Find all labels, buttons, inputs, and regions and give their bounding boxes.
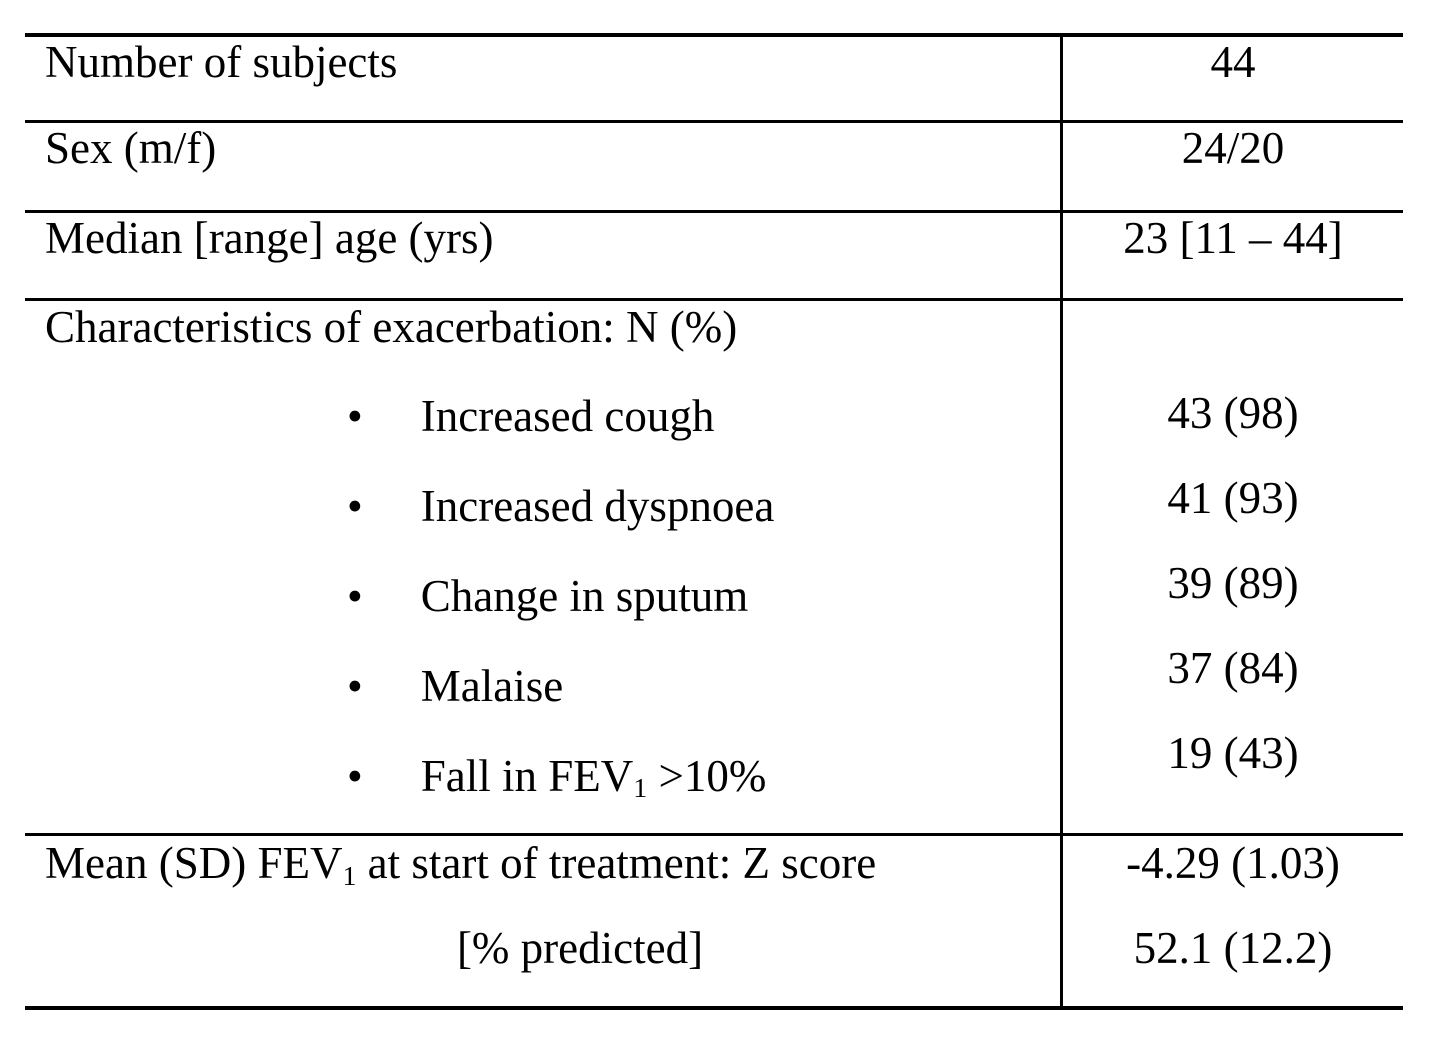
- fev-value-percent-predicted: 52.1 (12.2): [1133, 923, 1333, 973]
- bullet-icon: •: [347, 480, 363, 531]
- row-label: Sex (m/f): [45, 123, 217, 173]
- subject-characteristics-table: Number of subjects 44 Sex (m/f) 24/20 Me…: [25, 33, 1403, 1010]
- list-item-change-in-sputum: • Change in sputum: [25, 551, 1060, 641]
- fev1-subscript: 1: [633, 773, 648, 805]
- characteristics-cell: Characteristics of exacerbation: N (%) •…: [25, 301, 1060, 833]
- fev-label-cell: Mean (SD) FEV1 at start of treatment: Z …: [25, 836, 1060, 1006]
- bullet-icon: •: [347, 660, 363, 711]
- table-row-number-of-subjects: Number of subjects 44: [25, 37, 1403, 123]
- list-item-value: 19 (43): [1167, 728, 1299, 778]
- list-item-label: Fall in FEV1 >10%: [420, 750, 767, 805]
- list-item-value: 39 (89): [1167, 558, 1299, 608]
- characteristics-values-cell: 43 (98) 41 (93) 39 (89) 37 (84) 19 (43): [1060, 301, 1403, 833]
- row-value: 23 [11 – 44]: [1060, 213, 1403, 298]
- bullet-icon: •: [347, 750, 363, 801]
- list-item-value: 43 (98): [1167, 388, 1299, 438]
- fev-value-zscore: -4.29 (1.03): [1126, 838, 1340, 888]
- row-label: Median [range] age (yrs): [45, 213, 494, 263]
- list-item-label: Change in sputum: [420, 570, 749, 621]
- table-row-exacerbation-characteristics: Characteristics of exacerbation: N (%) •…: [25, 301, 1403, 836]
- list-item-increased-dyspnoea: • Increased dyspnoea: [25, 461, 1060, 551]
- list-item-increased-cough: • Increased cough: [25, 371, 1060, 461]
- fev-label-line1: Mean (SD) FEV1 at start of treatment: Z …: [45, 838, 877, 892]
- bullet-icon: •: [347, 390, 363, 441]
- list-item-label: Malaise: [420, 660, 564, 711]
- list-item-label: Increased cough: [420, 390, 715, 441]
- fev-label-line2: [% predicted]: [456, 923, 704, 973]
- row-label: Number of subjects: [45, 37, 398, 87]
- fev1-subscript: 1: [342, 860, 357, 892]
- list-item-label: Increased dyspnoea: [420, 480, 775, 531]
- bullet-icon: •: [347, 570, 363, 621]
- values-spacer: [1063, 301, 1403, 371]
- list-item-fall-in-fev1: • Fall in FEV1 >10%: [25, 731, 1060, 821]
- fev-values-cell: -4.29 (1.03) 52.1 (12.2): [1060, 836, 1403, 1006]
- list-item-value: 41 (93): [1167, 473, 1299, 523]
- characteristics-header: Characteristics of exacerbation: N (%): [45, 302, 738, 352]
- table-row-median-age: Median [range] age (yrs) 23 [11 – 44]: [25, 213, 1403, 301]
- table-row-mean-fev1: Mean (SD) FEV1 at start of treatment: Z …: [25, 836, 1403, 1006]
- row-value: 24/20: [1060, 123, 1403, 210]
- list-item-malaise: • Malaise: [25, 641, 1060, 731]
- list-item-value: 37 (84): [1167, 643, 1299, 693]
- table-row-sex: Sex (m/f) 24/20: [25, 123, 1403, 213]
- row-value: 44: [1060, 37, 1403, 120]
